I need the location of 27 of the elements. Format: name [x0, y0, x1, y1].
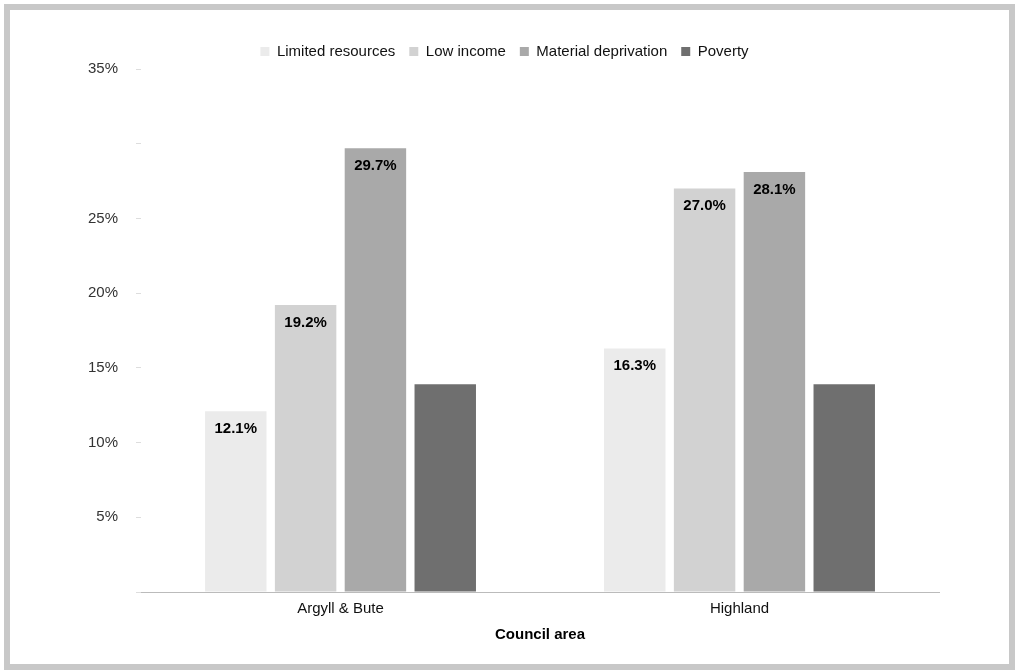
legend-label: Low income [425, 41, 506, 59]
legend-label: Material deprivation [536, 41, 668, 59]
data-label: 28.1% [753, 179, 796, 197]
x-tick-label: Highland [709, 599, 770, 617]
x-axis-title: Council area [495, 625, 586, 643]
y-tick-label: 20% [87, 283, 119, 301]
bar [673, 188, 736, 592]
bar [205, 411, 267, 592]
data-label: 16.3% [613, 356, 657, 374]
data-label: 29.7% [354, 155, 397, 173]
data-label: 19.2% [284, 312, 327, 330]
bar [743, 172, 806, 592]
legend-label: Poverty [697, 41, 750, 59]
bar [604, 348, 666, 592]
bar [344, 148, 407, 592]
y-tick-label: 5% [96, 507, 119, 525]
y-tick-label: 25% [87, 208, 119, 226]
bar [414, 384, 476, 592]
data-label: 27.0% [683, 196, 726, 214]
y-tick-label: 10% [87, 432, 119, 450]
y-tick-label: 35% [87, 59, 119, 77]
bar [813, 384, 875, 592]
x-tick-label: Argyll & Bute [297, 599, 384, 617]
legend-label: Limited resources [276, 41, 396, 59]
data-label: 12.1% [214, 418, 258, 436]
y-tick-label: 15% [87, 358, 119, 375]
bar [274, 305, 337, 592]
